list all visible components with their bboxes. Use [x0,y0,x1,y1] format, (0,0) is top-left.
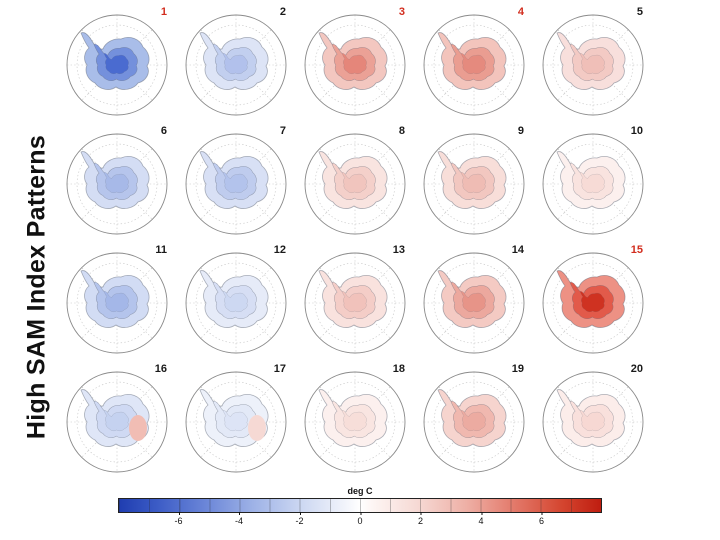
antarctica-map: 17 [185,363,286,473]
east-anomaly-patch [247,415,266,441]
temp-anomaly-core [460,53,486,74]
temp-anomaly-core [103,172,129,193]
panel-number: 13 [392,244,404,256]
temp-anomaly-core [460,410,486,431]
antarctica-map: 8 [304,125,405,235]
panel-number: 2 [279,6,285,18]
temp-anomaly-core [222,172,248,193]
panel-number: 15 [630,244,642,256]
temp-anomaly-core [579,410,605,431]
antarctica-map: 15 [542,244,643,354]
temp-anomaly-core [341,291,367,312]
panel-number: 4 [517,6,524,18]
temp-anomaly-core [579,172,605,193]
antarctica-map: 20 [542,363,643,473]
antarctica-map: 1 [66,6,167,116]
colorbar-tick: 4 [478,512,484,526]
panel-number: 11 [155,244,167,256]
map-panel-2: 2 [176,2,295,121]
panel-number: 16 [154,363,166,375]
map-panel-4: 4 [414,2,533,121]
temp-anomaly-core [222,53,248,74]
map-panel-11: 11 [57,240,176,359]
temp-anomaly-core [103,291,129,312]
colorbar-tick: -6 [174,512,183,526]
colorbar-unit-label: deg C [347,486,373,496]
panel-number: 20 [630,363,642,375]
panel-number: 17 [273,363,285,375]
map-panel-3: 3 [295,2,414,121]
map-panel-15: 15 [533,240,652,359]
antarctica-map: 13 [304,244,405,354]
temp-anomaly-core [579,53,605,74]
panel-number: 14 [511,244,524,256]
map-panel-13: 13 [295,240,414,359]
antarctica-map: 7 [185,125,286,235]
panel-number: 18 [392,363,404,375]
map-panel-6: 6 [57,121,176,240]
temp-anomaly-core [341,172,367,193]
map-panel-1: 1 [57,2,176,121]
temp-anomaly-core [341,410,367,431]
colorbar-tick-labels: -6 -4 -2 0 2 4 6 [118,512,602,528]
colorbar-tick: 2 [417,512,424,526]
antarctica-map: 14 [423,244,524,354]
panel-number: 8 [398,125,404,137]
antarctica-map: 3 [304,6,405,116]
antarctica-map: 4 [423,6,524,116]
temp-anomaly-core [579,291,605,312]
map-panel-20: 20 [533,359,652,478]
antarctica-map: 11 [66,244,167,354]
colorbar-tick: 0 [357,512,363,526]
panel-number: 5 [636,6,642,18]
map-grid: 1 2 3 4 5 6 7 8 9 10 11 12 13 14 15 16 1… [57,2,652,478]
temp-anomaly-core [460,291,486,312]
temp-anomaly-core [103,53,129,74]
antarctica-map: 10 [542,125,643,235]
panel-number: 6 [160,125,166,137]
map-panel-17: 17 [176,359,295,478]
antarctica-map: 12 [185,244,286,354]
colorbar-gradient-bar [118,498,602,513]
panel-number: 1 [160,6,166,18]
colorbar-tick: -2 [295,512,304,526]
panel-number: 10 [630,125,642,137]
panel-number: 12 [273,244,285,256]
colorbar-tick: 6 [538,512,545,526]
antarctica-map: 6 [66,125,167,235]
map-panel-10: 10 [533,121,652,240]
antarctica-map: 19 [423,363,524,473]
temp-anomaly-core [222,291,248,312]
east-anomaly-patch [128,415,147,441]
map-panel-7: 7 [176,121,295,240]
temp-anomaly-core [460,172,486,193]
antarctica-map: 9 [423,125,524,235]
temp-anomaly-core [341,53,367,74]
map-panel-5: 5 [533,2,652,121]
map-panel-19: 19 [414,359,533,478]
figure-title: High SAM Index Patterns [22,134,51,440]
panel-number: 9 [517,125,523,137]
colorbar-tick: -4 [234,512,244,526]
map-panel-12: 12 [176,240,295,359]
map-panel-18: 18 [295,359,414,478]
panel-number: 7 [279,125,285,137]
antarctica-map: 16 [66,363,167,473]
map-panel-16: 16 [57,359,176,478]
panel-number: 3 [398,6,404,18]
temp-anomaly-core [222,410,248,431]
map-panel-14: 14 [414,240,533,359]
antarctica-map: 5 [542,6,643,116]
panel-number: 19 [511,363,523,375]
map-panel-9: 9 [414,121,533,240]
map-panel-8: 8 [295,121,414,240]
temp-anomaly-core [103,410,129,431]
antarctica-map: 18 [304,363,405,473]
colorbar-segment-lines [119,499,601,512]
colorbar: deg C -6 -4 -2 0 2 4 6 [118,486,602,528]
antarctica-map: 2 [185,6,286,116]
